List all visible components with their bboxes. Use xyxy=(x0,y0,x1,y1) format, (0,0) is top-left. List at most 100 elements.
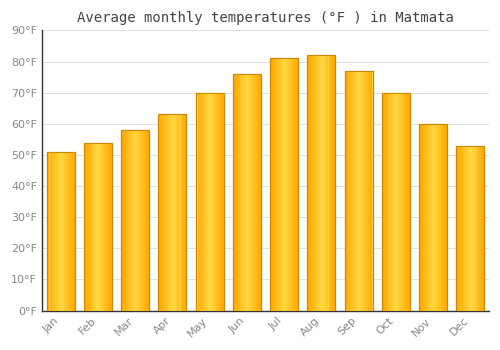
Bar xyxy=(275,58,276,310)
Bar xyxy=(248,74,249,310)
Bar xyxy=(467,146,468,310)
Bar xyxy=(256,74,257,310)
Bar xyxy=(270,58,271,310)
Bar xyxy=(205,93,206,310)
Bar xyxy=(246,74,248,310)
Bar xyxy=(284,58,286,310)
Bar xyxy=(399,93,400,310)
Bar xyxy=(468,146,469,310)
Bar xyxy=(123,130,124,310)
Bar xyxy=(176,114,178,310)
Bar xyxy=(386,93,388,310)
Title: Average monthly temperatures (°F ) in Matmata: Average monthly temperatures (°F ) in Ma… xyxy=(77,11,454,25)
Bar xyxy=(441,124,442,310)
Bar xyxy=(56,152,57,310)
Bar xyxy=(90,142,92,310)
Bar xyxy=(432,124,434,310)
Bar xyxy=(233,74,261,310)
Bar xyxy=(480,146,482,310)
Bar xyxy=(84,142,85,310)
Bar xyxy=(198,93,200,310)
Bar xyxy=(438,124,440,310)
Bar xyxy=(434,124,436,310)
Bar xyxy=(273,58,274,310)
Bar xyxy=(64,152,65,310)
Bar xyxy=(236,74,238,310)
Bar xyxy=(74,152,76,310)
Bar xyxy=(196,93,224,310)
Bar xyxy=(316,55,317,310)
Bar xyxy=(382,93,409,310)
Bar xyxy=(196,93,224,310)
Bar xyxy=(272,58,273,310)
Bar xyxy=(48,152,50,310)
Bar xyxy=(88,142,90,310)
Bar xyxy=(406,93,407,310)
Bar xyxy=(174,114,176,310)
Bar xyxy=(353,71,354,310)
Bar xyxy=(170,114,171,310)
Bar xyxy=(107,142,108,310)
Bar xyxy=(470,146,472,310)
Bar xyxy=(148,130,149,310)
Bar xyxy=(57,152,58,310)
Bar xyxy=(456,146,457,310)
Bar xyxy=(212,93,213,310)
Bar xyxy=(218,93,220,310)
Bar xyxy=(427,124,428,310)
Bar xyxy=(163,114,164,310)
Bar xyxy=(463,146,464,310)
Bar xyxy=(484,146,485,310)
Bar xyxy=(168,114,169,310)
Bar xyxy=(462,146,463,310)
Bar xyxy=(160,114,161,310)
Bar xyxy=(46,152,48,310)
Bar xyxy=(423,124,424,310)
Bar xyxy=(105,142,106,310)
Bar xyxy=(350,71,352,310)
Bar xyxy=(298,58,299,310)
Bar xyxy=(252,74,253,310)
Bar xyxy=(94,142,96,310)
Bar xyxy=(295,58,296,310)
Bar xyxy=(419,124,447,310)
Bar xyxy=(424,124,425,310)
Bar xyxy=(446,124,447,310)
Bar xyxy=(321,55,322,310)
Bar xyxy=(196,93,198,310)
Bar xyxy=(110,142,111,310)
Bar xyxy=(392,93,394,310)
Bar xyxy=(125,130,126,310)
Bar xyxy=(242,74,244,310)
Bar xyxy=(72,152,74,310)
Bar xyxy=(403,93,404,310)
Bar xyxy=(277,58,278,310)
Bar xyxy=(313,55,314,310)
Bar xyxy=(70,152,72,310)
Bar xyxy=(443,124,444,310)
Bar xyxy=(348,71,350,310)
Bar xyxy=(111,142,112,310)
Bar xyxy=(147,130,148,310)
Bar xyxy=(274,58,275,310)
Bar xyxy=(121,130,149,310)
Bar xyxy=(235,74,236,310)
Bar xyxy=(46,152,74,310)
Bar xyxy=(138,130,140,310)
Bar xyxy=(270,58,298,310)
Bar xyxy=(126,130,127,310)
Bar xyxy=(332,55,334,310)
Bar xyxy=(158,114,186,310)
Bar xyxy=(207,93,208,310)
Bar xyxy=(127,130,128,310)
Bar xyxy=(357,71,358,310)
Bar xyxy=(311,55,312,310)
Bar xyxy=(388,93,390,310)
Bar xyxy=(459,146,460,310)
Bar xyxy=(458,146,459,310)
Bar xyxy=(233,74,261,310)
Bar xyxy=(421,124,422,310)
Bar xyxy=(293,58,294,310)
Bar xyxy=(204,93,205,310)
Bar xyxy=(286,58,288,310)
